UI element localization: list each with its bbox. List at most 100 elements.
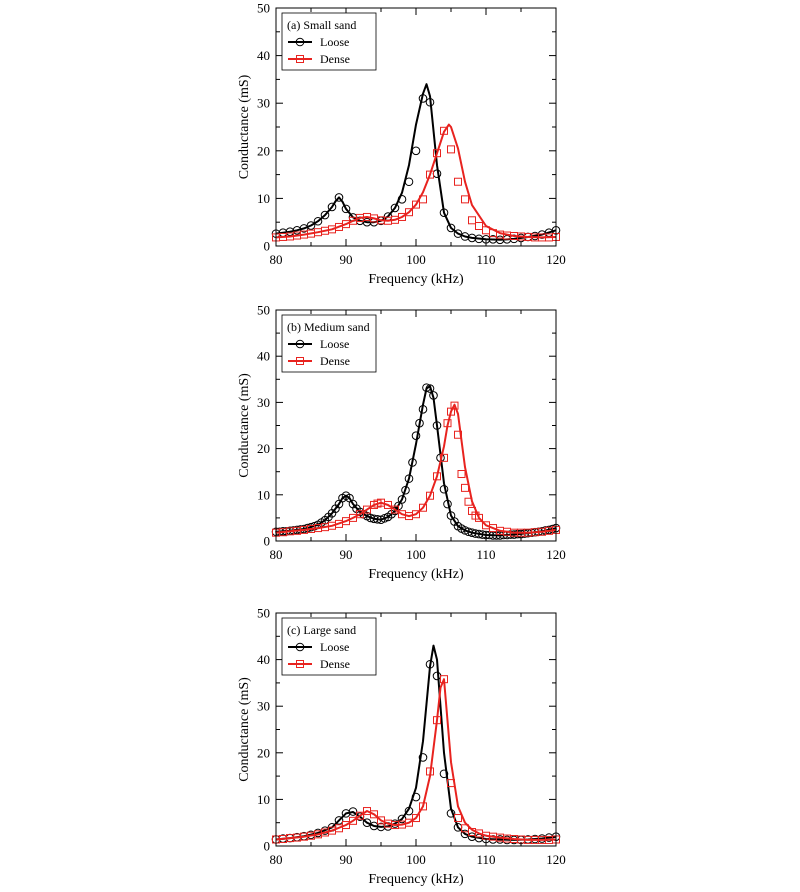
data-point-loose <box>327 202 337 212</box>
data-point-loose <box>439 484 449 494</box>
x-tick-label: 90 <box>340 547 353 562</box>
data-point-loose <box>341 204 351 214</box>
data-point-dense <box>412 200 420 209</box>
data-point-loose <box>404 806 414 816</box>
data-point-dense <box>426 491 434 500</box>
data-point-dense <box>412 510 420 519</box>
data-point-loose <box>404 177 414 187</box>
data-point-loose <box>471 529 480 538</box>
y-tick-label: 40 <box>257 652 270 667</box>
legend-marker-dense <box>296 55 304 63</box>
data-point-loose <box>411 792 421 802</box>
data-point-dense <box>447 779 455 788</box>
data-point-dense <box>356 811 364 820</box>
data-point-dense <box>433 472 441 481</box>
data-point-loose <box>432 421 442 430</box>
y-tick-label: 10 <box>257 191 270 206</box>
chart-panel-1: 80 90 100 110 120 0 10 20 30 40 50 Frequency (kHz) C… <box>237 1 566 288</box>
legend-label-dense: Dense <box>320 52 350 66</box>
data-point-loose <box>390 203 400 213</box>
data-point-loose <box>422 383 431 392</box>
data-point-dense <box>447 145 455 154</box>
data-point-loose <box>334 193 344 202</box>
data-point-dense <box>342 821 350 830</box>
data-point-dense <box>433 149 441 158</box>
x-tick-label: 100 <box>406 547 426 562</box>
x-tick-label: 80 <box>270 252 283 267</box>
y-tick-label: 0 <box>264 239 271 254</box>
data-point-loose <box>495 235 505 245</box>
data-point-dense <box>391 505 399 514</box>
data-point-dense <box>384 500 392 509</box>
y-axis-label: Conductance (mS) <box>237 373 252 478</box>
data-point-loose <box>401 485 410 495</box>
legend-label-loose: Loose <box>320 640 349 654</box>
x-axis-label: Frequency (kHz) <box>368 567 464 582</box>
y-tick-label: 30 <box>257 699 270 714</box>
data-point-loose <box>373 514 382 524</box>
series-line-dense <box>275 123 557 239</box>
data-point-loose <box>397 495 407 504</box>
y-tick-label: 20 <box>257 745 270 760</box>
data-point-loose <box>415 418 424 428</box>
data-point-loose <box>429 391 438 400</box>
data-point-dense <box>405 208 413 217</box>
data-point-dense <box>419 503 427 512</box>
data-point-loose <box>369 514 379 524</box>
data-point-loose <box>306 221 316 230</box>
series-line-dense <box>275 678 557 841</box>
y-axis-label: Conductance (mS) <box>237 74 252 179</box>
series-line-dense <box>275 403 557 534</box>
x-tick-label: 110 <box>476 547 495 562</box>
data-point-loose <box>411 146 421 156</box>
legend-label-loose: Loose <box>320 337 349 351</box>
data-point-loose <box>432 671 442 681</box>
data-point-loose <box>443 499 452 509</box>
panel-label: (c) Large sand <box>287 623 356 637</box>
data-point-loose <box>320 210 330 220</box>
data-point-dense <box>440 126 448 135</box>
data-point-dense <box>461 195 469 204</box>
x-tick-label: 110 <box>476 252 495 267</box>
x-tick-label: 110 <box>476 852 495 867</box>
y-tick-label: 20 <box>257 143 270 158</box>
panel-label: (b) Medium sand <box>287 320 370 334</box>
series-line-loose <box>275 83 557 241</box>
x-tick-label: 90 <box>340 852 353 867</box>
y-tick-label: 30 <box>257 395 270 410</box>
y-tick-label: 50 <box>257 303 270 318</box>
data-point-loose <box>439 208 449 217</box>
x-tick-label: 100 <box>406 852 426 867</box>
data-point-loose <box>313 216 323 226</box>
x-axis-label: Frequency (kHz) <box>368 872 464 887</box>
data-point-loose <box>348 807 358 816</box>
data-point-dense <box>468 216 476 225</box>
data-point-dense <box>370 810 378 819</box>
y-axis-label: Conductance (mS) <box>237 677 252 782</box>
data-point-dense <box>433 716 441 725</box>
data-point-loose <box>408 458 417 467</box>
y-tick-label: 10 <box>257 487 270 502</box>
data-point-loose <box>439 769 449 779</box>
data-point-loose <box>418 405 428 414</box>
legend-marker-dense <box>296 660 304 668</box>
data-point-loose <box>418 753 428 762</box>
data-point-dense <box>450 401 459 410</box>
panel-label: (a) Small sand <box>287 18 356 32</box>
data-point-dense <box>461 483 469 492</box>
legend-marker-loose <box>295 339 305 349</box>
data-point-loose <box>418 94 428 103</box>
legend-box <box>281 12 377 71</box>
legend-label-dense: Dense <box>320 354 350 368</box>
legend-label-loose: Loose <box>320 35 349 49</box>
data-point-dense <box>426 767 434 776</box>
data-point-dense <box>440 675 448 684</box>
data-point-loose <box>446 223 456 233</box>
data-point-dense <box>475 513 483 522</box>
data-point-dense <box>454 814 462 823</box>
legend-label-dense: Dense <box>320 657 350 671</box>
x-tick-label: 120 <box>546 852 566 867</box>
data-point-loose <box>369 821 379 831</box>
data-point-dense <box>457 470 466 479</box>
